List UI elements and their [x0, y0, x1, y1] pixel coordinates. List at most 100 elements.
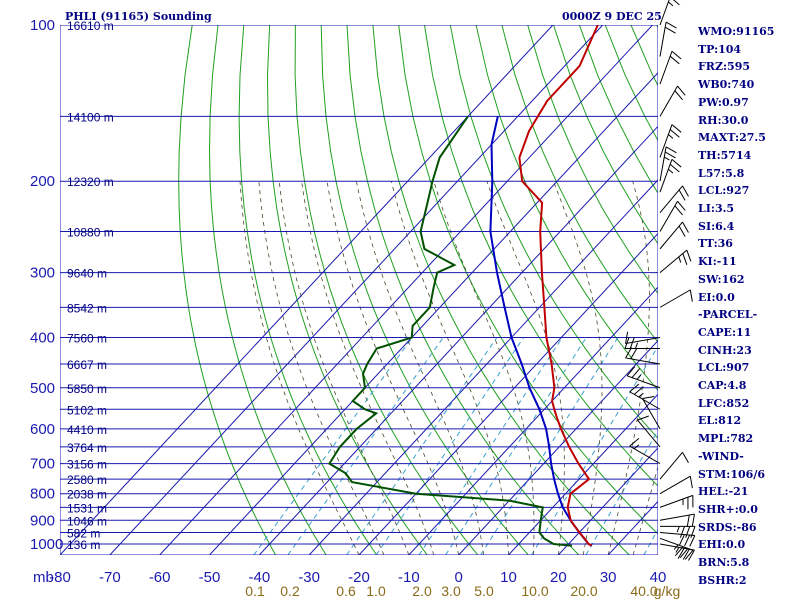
- wind-barb-flag: [665, 21, 677, 29]
- pressure-tick-label: 800: [30, 486, 55, 503]
- mixing-ratio-tick-label: 2.0: [412, 583, 432, 599]
- wind-barb-half: [668, 168, 674, 174]
- height-label: 7560 m: [67, 331, 107, 345]
- wind-barb-flag: [631, 368, 641, 378]
- wind-barb: [659, 494, 694, 510]
- mixing-ratio-line: [253, 337, 413, 555]
- wind-barb-flag: [679, 548, 689, 558]
- wind-barb-flag: [671, 124, 682, 133]
- wind-barb: [659, 475, 693, 495]
- height-label: 4410 m: [67, 423, 107, 437]
- mixing-ratio-tick-label: 10.0: [521, 583, 548, 599]
- index-item: -WIND-: [698, 449, 744, 463]
- height-label: 12320 m: [67, 175, 114, 189]
- dry-adiabat-line: [786, 25, 800, 555]
- wind-barb-flag: [690, 526, 696, 538]
- wind-barb-flag: [682, 452, 689, 463]
- wind-barb: [659, 513, 695, 527]
- index-item: PW:0.97: [698, 95, 749, 109]
- wind-barb-staff: [629, 391, 661, 410]
- plot-frame: [60, 25, 658, 555]
- wind-barb-staff: [637, 419, 661, 448]
- mixing-ratio-line: [445, 337, 587, 555]
- height-label: 2038 m: [67, 488, 107, 502]
- dry-adiabat-line: [527, 25, 658, 295]
- dry-adiabat-line: [266, 25, 428, 555]
- wind-barb-staff: [659, 452, 683, 480]
- wind-barb-flag: [689, 476, 693, 489]
- wind-barb-half: [676, 526, 680, 533]
- moist-adiabat-line: [390, 181, 509, 555]
- temperature-profile-line: [518, 25, 599, 547]
- index-item: WB0:740: [698, 78, 755, 92]
- wind-barb-flag: [689, 535, 696, 547]
- wind-barb-staff: [659, 513, 695, 521]
- mixing-ratio-line: [375, 337, 525, 555]
- mixing-ratio-tick-label: 0.1: [245, 583, 265, 599]
- isotherm-line: [109, 25, 604, 555]
- index-item: LCL:927: [698, 184, 750, 198]
- wind-barb-staff: [659, 159, 673, 193]
- temperature-tick-label: -80: [49, 569, 71, 586]
- wind-barb: [659, 124, 682, 158]
- wind-barb-flag: [677, 200, 686, 211]
- wind-barb: [629, 438, 661, 465]
- wind-barb: [642, 395, 661, 430]
- height-label: 1531 m: [67, 501, 107, 515]
- wind-barb-flag: [674, 546, 684, 557]
- dry-adiabat-line: [424, 25, 658, 487]
- pressure-tick-label: 200: [30, 173, 55, 190]
- wind-barb: [659, 249, 692, 274]
- wind-barb: [626, 366, 661, 389]
- height-label: 16610 m: [67, 19, 114, 33]
- chart-datetime: 0000Z 9 DEC 25: [562, 10, 662, 23]
- wind-barb-flag: [682, 185, 689, 197]
- pressure-unit-label: mb: [33, 569, 54, 586]
- moist-adiabat-line: [433, 181, 535, 555]
- wind-barb-half: [636, 374, 642, 380]
- dry-adiabat-line: [294, 25, 479, 555]
- wind-barb-flag: [664, 151, 676, 159]
- height-label: 136 m: [67, 538, 100, 552]
- pressure-tick-label: 700: [30, 456, 55, 473]
- wind-barb-half: [668, 1, 674, 7]
- index-item: BSHR:2: [698, 573, 747, 587]
- wind-barb-staff: [659, 185, 683, 214]
- mixing-unit-label: g/kg: [654, 583, 680, 599]
- mixing-ratio-tick-label: 5.0: [474, 583, 494, 599]
- index-item: CINH:23: [698, 343, 752, 357]
- isotherm-line: [60, 25, 554, 555]
- index-item: SHR+:0.0: [698, 502, 758, 516]
- wind-barb: [659, 146, 677, 182]
- pressure-tick-label: 400: [30, 329, 55, 346]
- height-label: 3764 m: [67, 441, 107, 455]
- wind-barb: [637, 415, 661, 448]
- wind-barb-half: [633, 444, 640, 450]
- index-item: TP:104: [698, 42, 742, 56]
- wind-barb-flag: [677, 85, 686, 96]
- wind-barb-flag: [689, 289, 693, 302]
- index-item: SI:6.4: [698, 219, 735, 233]
- wind-barb-flag: [674, 90, 683, 101]
- wind-barb: [659, 531, 696, 547]
- pressure-tick-label: 600: [30, 421, 55, 438]
- index-item: WMO:91165: [698, 25, 775, 38]
- index-item: FRZ:595: [698, 60, 751, 74]
- height-label: 10880 m: [67, 226, 114, 240]
- wind-barb-flag: [669, 163, 680, 173]
- temperature-tick-label: -60: [149, 569, 171, 586]
- index-item: MPL:782: [698, 432, 754, 446]
- wind-barb-flag: [678, 534, 685, 546]
- height-label: 582 m: [67, 526, 100, 540]
- wind-barb-staff: [659, 531, 695, 536]
- dry-adiabat-line: [372, 25, 630, 555]
- isotherm-line: [258, 125, 658, 555]
- mixing-ratio-tick-label: 0.6: [336, 583, 356, 599]
- temperature-tick-label: 0: [454, 569, 462, 586]
- isotherm-line: [358, 232, 658, 555]
- wind-barb-flag: [671, 158, 682, 168]
- index-item: EL:812: [698, 414, 742, 428]
- index-item: HEL:-21: [698, 485, 749, 499]
- pressure-tick-label: 100: [30, 17, 55, 34]
- wind-barb-flag: [691, 514, 695, 527]
